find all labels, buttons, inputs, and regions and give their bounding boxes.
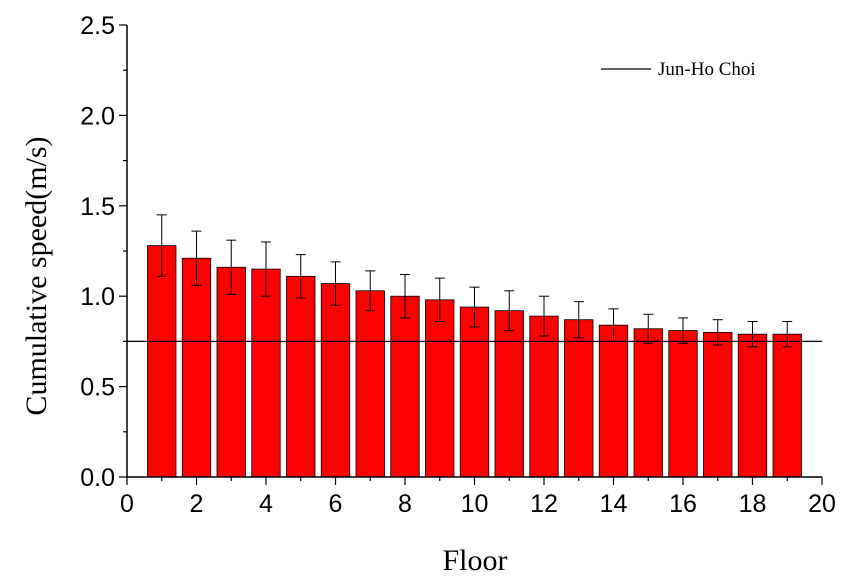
bar — [251, 268, 281, 478]
tick-labels-layer: 0 2 4 6 8 10 12 14 16 18 20 0.0 0.5 1.0 1.5 2.0 2.5 — [80, 12, 836, 518]
y-tick-label: 1.0 — [80, 283, 115, 311]
x-tick-label: 16 — [669, 490, 697, 518]
bar — [737, 333, 768, 478]
x-tick-label: 18 — [739, 490, 767, 518]
legend: Jun-Ho Choi — [601, 59, 756, 80]
y-tick-label: 2.0 — [80, 102, 115, 130]
x-tick-label: 0 — [120, 490, 134, 518]
y-tick-label: 0.5 — [80, 374, 115, 402]
x-tick-label: 10 — [461, 490, 489, 518]
bar — [355, 290, 385, 478]
bar — [772, 333, 802, 478]
y-tick-label: 1.5 — [80, 193, 115, 221]
x-tick-label: 14 — [600, 490, 628, 518]
bar — [286, 275, 316, 478]
x-tick-label: 4 — [259, 490, 273, 518]
bar — [181, 257, 212, 478]
x-tick-label: 20 — [808, 490, 836, 518]
bar — [703, 331, 733, 478]
bars-layer — [147, 245, 802, 478]
bar — [564, 319, 594, 478]
bar — [320, 283, 351, 478]
bar — [668, 330, 698, 478]
x-tick-label: 2 — [190, 490, 204, 518]
error-bars-layer — [156, 214, 793, 348]
bar — [529, 315, 559, 478]
bar — [633, 328, 663, 478]
bar — [425, 299, 455, 478]
bar — [147, 245, 177, 478]
y-axis-title: Cumulative speed(m/s) — [20, 136, 53, 415]
bar — [390, 295, 420, 478]
y-tick-label: 0.0 — [80, 464, 115, 492]
x-tick-label: 6 — [329, 490, 343, 518]
bar — [494, 310, 524, 478]
bar — [216, 266, 246, 478]
x-tick-label: 8 — [398, 490, 412, 518]
axes-layer — [119, 24, 823, 485]
bar — [459, 306, 490, 478]
y-tick-label: 2.5 — [80, 12, 115, 40]
legend-label: Jun-Ho Choi — [658, 59, 756, 80]
x-axis-title: Floor — [442, 544, 507, 577]
x-tick-label: 12 — [530, 490, 558, 518]
bar — [598, 324, 629, 478]
